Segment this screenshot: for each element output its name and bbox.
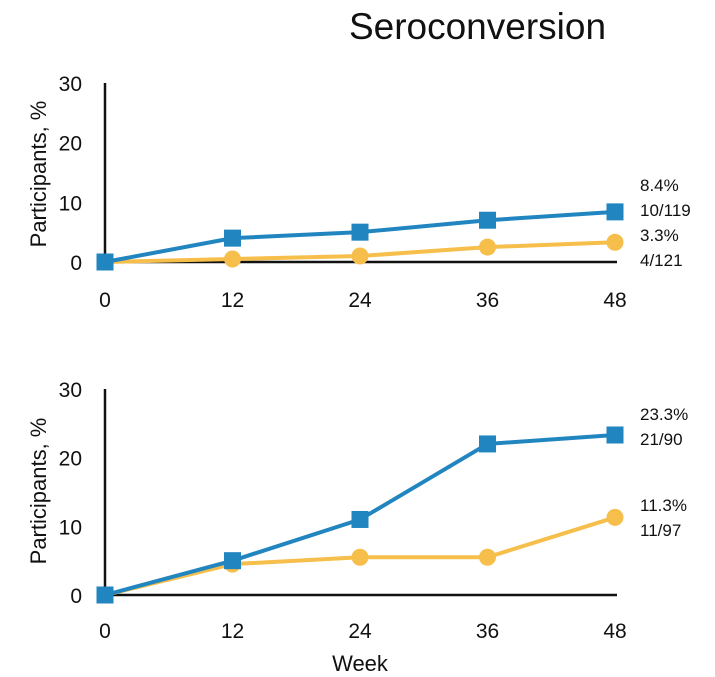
data-annotation: 10/119 — [640, 201, 691, 220]
x-tick-label: 48 — [603, 620, 626, 643]
x-tick-label: 12 — [221, 620, 244, 643]
data-annotation: 8.4% — [640, 176, 679, 195]
data-annotation: 23.3% — [640, 405, 688, 424]
series-point-circle — [607, 234, 624, 251]
y-tick-label: 20 — [59, 448, 82, 471]
x-tick-label: 0 — [99, 289, 111, 312]
series-point-square — [352, 511, 369, 528]
data-annotation: 11/97 — [640, 521, 681, 540]
x-tick-label: 24 — [348, 289, 372, 312]
series-point-square — [607, 203, 624, 220]
series-point-circle — [607, 509, 624, 526]
y-tick-label: 30 — [59, 379, 82, 402]
y-axis-label: Participants, % — [26, 101, 51, 248]
series-point-square — [224, 552, 241, 569]
series-point-circle — [479, 549, 496, 566]
y-tick-label: 30 — [59, 73, 82, 96]
data-annotation: 3.3% — [640, 226, 679, 245]
y-tick-label: 0 — [70, 585, 82, 608]
data-annotation: 21/90 — [640, 430, 683, 449]
y-tick-label: 0 — [70, 252, 82, 275]
series-point-square — [352, 224, 369, 241]
y-axis-label: Participants, % — [26, 418, 51, 565]
x-tick-label: 0 — [99, 620, 111, 643]
x-tick-label: 12 — [221, 289, 244, 312]
series-point-circle — [352, 549, 369, 566]
y-tick-label: 10 — [59, 192, 82, 215]
y-tick-label: 20 — [59, 133, 82, 156]
x-tick-label: 36 — [476, 620, 499, 643]
y-tick-label: 10 — [59, 516, 82, 539]
series-point-square — [97, 587, 114, 604]
series-point-square — [479, 435, 496, 452]
series-point-circle — [479, 239, 496, 256]
series-point-circle — [352, 248, 369, 265]
x-tick-label: 48 — [603, 289, 626, 312]
x-tick-label: 36 — [476, 289, 499, 312]
data-annotation: 4/121 — [640, 251, 683, 270]
series-point-square — [607, 427, 624, 444]
x-axis-label: Week — [332, 651, 389, 676]
data-annotation: 11.3% — [640, 496, 687, 515]
series-point-square — [97, 254, 114, 271]
series-point-square — [224, 230, 241, 247]
x-tick-label: 24 — [348, 620, 372, 643]
series-point-circle — [224, 251, 241, 268]
series-point-square — [479, 212, 496, 229]
